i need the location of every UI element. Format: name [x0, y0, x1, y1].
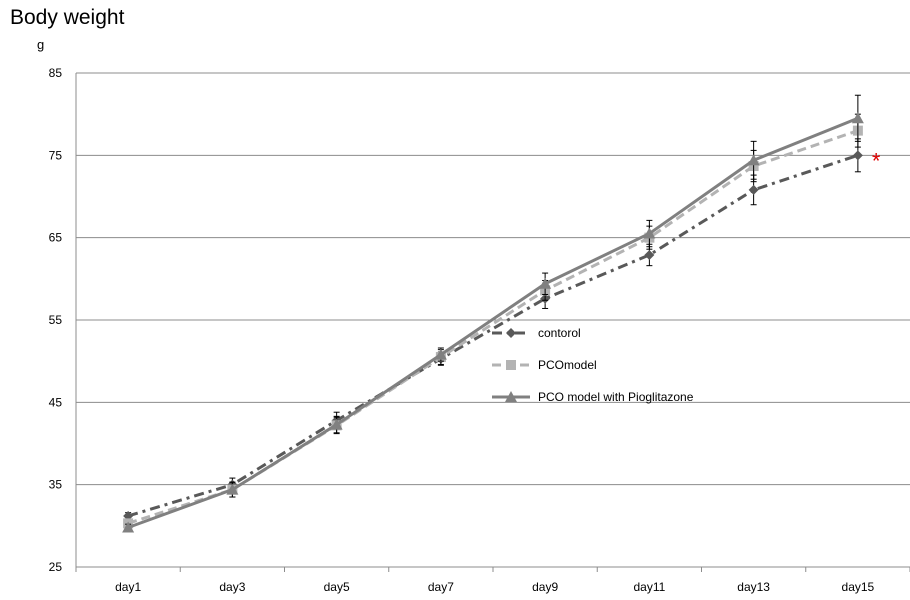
y-axis-label: g: [37, 37, 45, 52]
legend-label: PCOmodel: [538, 358, 597, 372]
y-tick-label: 25: [49, 560, 63, 574]
legend-marker: [505, 391, 517, 402]
x-tick-label: day3: [219, 580, 245, 594]
data-point: [643, 227, 656, 239]
data-point: [122, 521, 135, 533]
x-tick-label: day5: [324, 580, 350, 594]
data-point: [747, 154, 760, 166]
data-point: [852, 150, 863, 161]
series-line: [127, 116, 859, 529]
chart-title: Body weight: [10, 6, 125, 29]
legend-label: PCO model with Pioglitazone: [538, 390, 694, 404]
x-axis: day1 day3 day5 day7 day9 day11 day13 day15: [75, 73, 910, 594]
y-tick-label: 35: [49, 478, 63, 492]
gridlines: [76, 72, 910, 486]
series-3: [122, 94, 864, 533]
data-point: [748, 184, 759, 195]
data-point: [434, 348, 447, 360]
x-tick-label: day9: [532, 580, 558, 594]
data-point: [226, 483, 239, 495]
data-point: [330, 418, 343, 430]
x-tick-label: day15: [842, 580, 875, 594]
x-tick-label: day11: [633, 580, 665, 594]
series-2: [123, 113, 863, 529]
y-tick-labels: 25 35 45 55 65 75 85: [49, 66, 63, 574]
series-group: [122, 94, 864, 533]
legend-label: contorol: [538, 326, 581, 340]
series-1: [123, 138, 863, 521]
y-tick-label: 75: [49, 148, 63, 162]
data-point: [539, 277, 552, 289]
x-tick-label: day1: [115, 580, 141, 594]
x-tick-label: day13: [737, 580, 770, 594]
y-tick-label: 55: [49, 313, 63, 327]
series-line: [127, 153, 859, 518]
y-tick-label: 65: [49, 231, 63, 245]
series-line: [127, 129, 859, 525]
significance-star: *: [872, 148, 881, 173]
annotations: *: [872, 148, 881, 173]
legend: contorol PCOmodel PCO model with Pioglitaz…: [492, 326, 694, 404]
data-point: [644, 249, 655, 260]
data-point: [851, 112, 864, 124]
y-tick-label: 45: [49, 395, 63, 409]
y-tick-label: 85: [49, 66, 63, 80]
legend-marker: [506, 360, 516, 370]
legend-marker: [506, 328, 516, 338]
x-tick-label: day7: [428, 580, 454, 594]
